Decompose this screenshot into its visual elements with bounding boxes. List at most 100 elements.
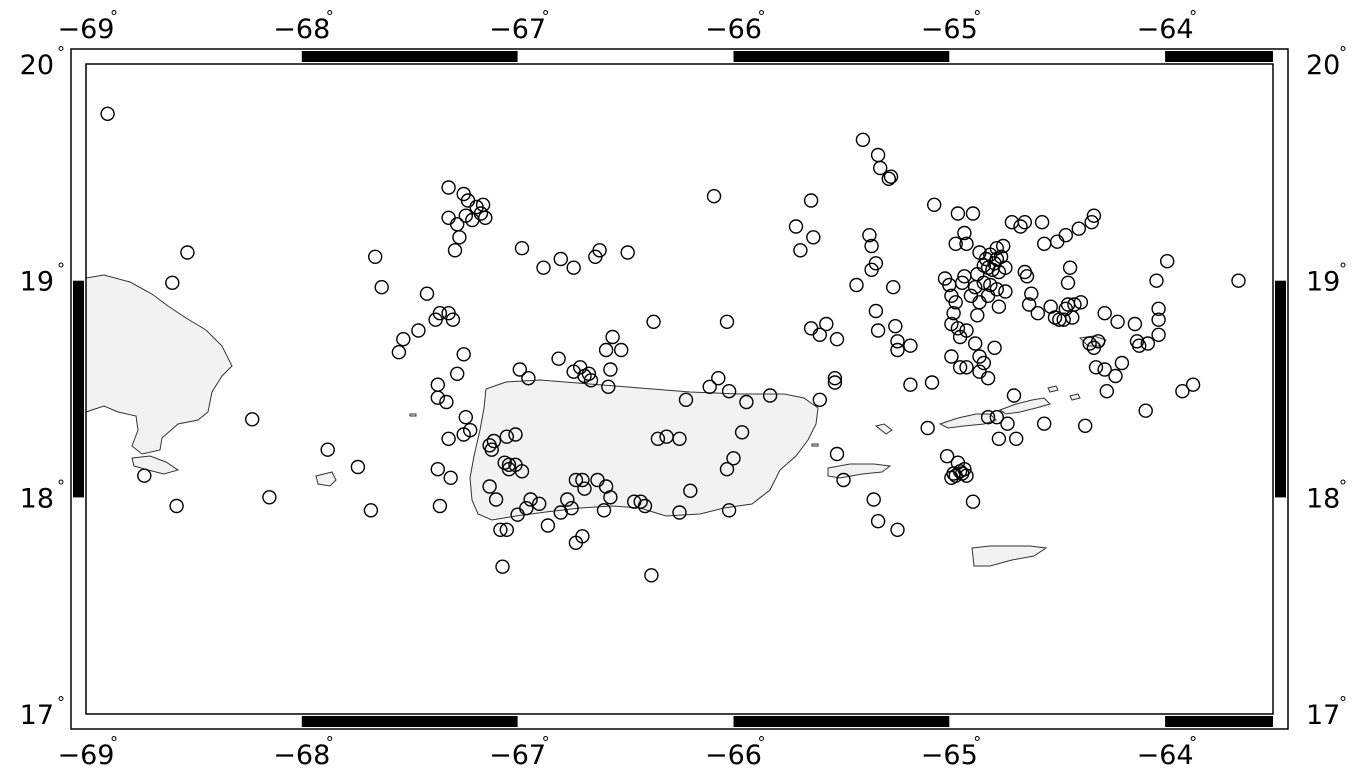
event-marker <box>873 160 888 176</box>
event-marker <box>920 420 935 436</box>
event-marker <box>944 349 959 364</box>
land-islet <box>1047 385 1059 393</box>
event-marker <box>996 238 1011 254</box>
event-marker <box>391 345 407 360</box>
event-marker <box>870 323 886 338</box>
event-marker <box>957 225 972 241</box>
event-marker <box>1149 273 1164 288</box>
degree-symbol: ° <box>110 7 118 26</box>
lat-tick-label-left: 20 <box>20 50 54 81</box>
degree-symbol: ° <box>1339 260 1347 279</box>
event-marker <box>1140 336 1156 351</box>
event-marker <box>1036 236 1052 252</box>
event-marker <box>1108 368 1123 384</box>
event-marker <box>980 371 996 386</box>
event-marker <box>475 197 491 213</box>
map-area <box>86 64 1273 714</box>
event-marker <box>868 303 884 319</box>
event-marker <box>721 384 737 399</box>
event-marker <box>553 251 568 267</box>
event-marker <box>637 498 653 514</box>
event-marker <box>1047 310 1063 325</box>
event-marker <box>598 342 614 358</box>
event-marker <box>473 206 489 221</box>
event-marker <box>583 373 599 388</box>
event-marker <box>849 277 864 293</box>
lat-tick-label-left: 19 <box>20 267 54 298</box>
frame-bar-left <box>73 280 84 498</box>
event-marker <box>1138 403 1153 418</box>
event-marker <box>862 227 877 243</box>
event-marker <box>812 392 827 407</box>
event-marker <box>430 390 445 405</box>
event-marker <box>989 282 1004 297</box>
event-marker <box>836 472 851 488</box>
event-marker <box>927 197 942 213</box>
event-marker <box>499 522 514 537</box>
event-marker <box>486 433 502 449</box>
lon-tick-label-top: −66 <box>705 14 762 45</box>
event-marker <box>989 410 1004 425</box>
event-marker <box>1175 384 1190 399</box>
event-marker <box>592 243 607 258</box>
event-marker <box>244 412 260 427</box>
event-marker <box>180 245 195 260</box>
event-marker <box>959 360 974 375</box>
event-marker <box>870 514 886 529</box>
lon-tick-label-top: −68 <box>273 14 330 45</box>
event-marker <box>137 468 152 483</box>
event-marker <box>950 206 966 221</box>
land-mona <box>315 471 337 487</box>
land-islet <box>811 443 819 447</box>
degree-symbol: ° <box>57 43 65 62</box>
event-marker <box>1084 214 1099 230</box>
event-marker <box>890 334 905 349</box>
event-marker <box>1009 431 1024 446</box>
land-st-croix <box>971 545 1048 567</box>
land-layer <box>85 274 1107 567</box>
event-marker <box>447 243 463 258</box>
event-marker <box>1062 260 1078 275</box>
event-marker <box>519 501 534 516</box>
event-marker <box>493 522 508 537</box>
lat-tick-label-left: 18 <box>20 483 54 514</box>
degree-symbol: ° <box>326 733 334 752</box>
event-marker <box>432 306 448 321</box>
frame-bar-top <box>733 51 950 62</box>
event-marker <box>514 464 530 479</box>
event-marker <box>883 169 899 184</box>
event-marker <box>560 492 575 507</box>
event-marker <box>1088 360 1104 375</box>
degree-symbol: ° <box>973 7 981 26</box>
event-marker <box>991 431 1007 446</box>
lon-tick-label-bottom: −68 <box>273 740 330 771</box>
degree-symbol: ° <box>542 7 550 26</box>
event-marker <box>1082 336 1097 351</box>
event-marker <box>396 332 411 347</box>
event-marker <box>955 275 970 290</box>
event-marker <box>374 280 389 295</box>
event-marker <box>864 262 879 277</box>
event-marker <box>262 490 277 505</box>
event-marker <box>439 394 454 410</box>
land-tortola <box>998 397 1051 415</box>
event-marker <box>944 470 959 485</box>
degree-symbol: ° <box>758 733 766 752</box>
lon-tick-label-bottom: −67 <box>489 740 546 771</box>
degree-symbol: ° <box>1339 693 1347 712</box>
degree-symbol: ° <box>57 476 65 495</box>
event-marker <box>603 490 618 505</box>
event-marker <box>450 366 465 381</box>
lat-tick-label-right: 20 <box>1306 50 1340 81</box>
event-marker <box>978 251 994 267</box>
event-marker <box>1151 327 1166 342</box>
event-marker <box>683 483 698 498</box>
tick-labels: −69°−69°−68°−68°−67°−67°−66°−66°−65°−65°… <box>20 7 1347 771</box>
event-marker <box>499 429 514 444</box>
event-marker <box>890 342 905 358</box>
event-marker <box>411 323 426 338</box>
event-marker <box>946 306 961 321</box>
event-marker <box>903 377 918 392</box>
event-marker <box>169 498 184 514</box>
